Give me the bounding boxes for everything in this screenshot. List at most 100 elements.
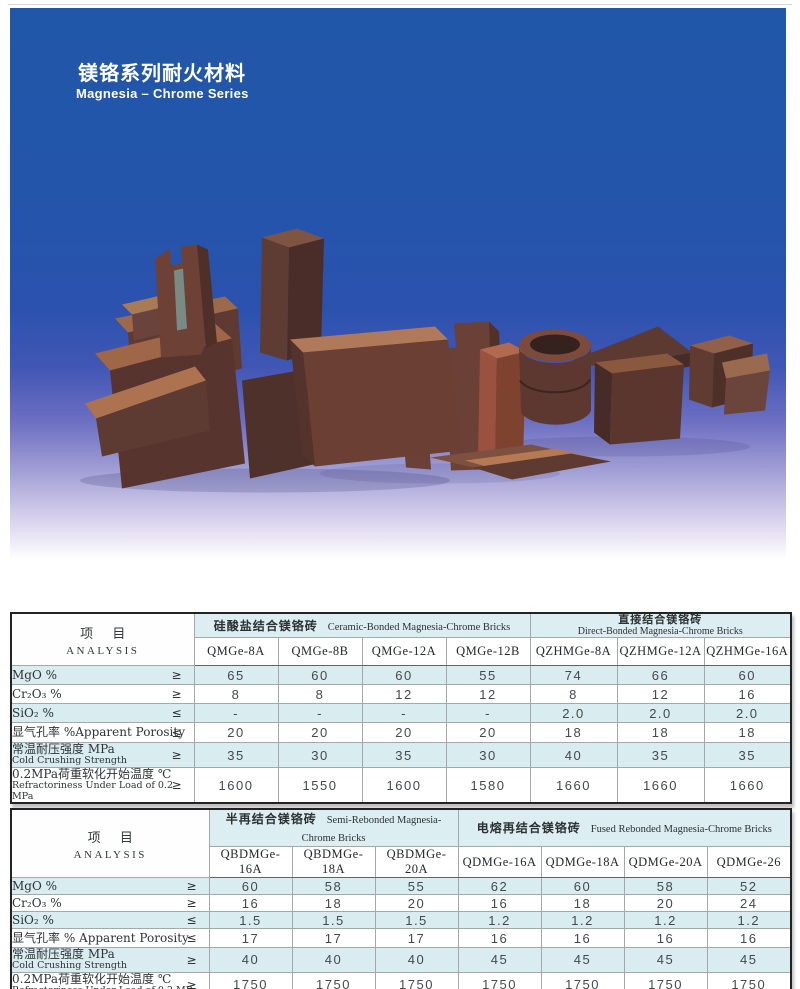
spec-value-cell: 1.5 bbox=[291, 911, 376, 929]
bottom-flat-bricks bbox=[430, 444, 611, 480]
threshold-sign: ≥ bbox=[171, 687, 182, 701]
column-header: QDMGe-16A bbox=[457, 846, 542, 878]
group-header: 直接结合镁铬砖 Direct-Bonded Magnesia-Chrome Bri… bbox=[529, 612, 792, 638]
page-title: 镁铬系列耐火材料 bbox=[78, 61, 246, 85]
spec-value-cell: 1750 bbox=[706, 971, 792, 989]
group-title-en: Ceramic-Bonded Magnesia-Chrome Bricks bbox=[327, 621, 511, 633]
column-header: QBDMGe-18A bbox=[291, 846, 376, 878]
spec-value-cell: 35 bbox=[361, 742, 447, 768]
spec-value-cell: 16 bbox=[703, 684, 792, 704]
threshold-sign: ≥ bbox=[171, 778, 182, 792]
spec-table-semi-fused: 项 目 ANALYSIS 半再结合镁铬砖 Semi-Rebonded Magnesia… bbox=[10, 808, 793, 989]
spec-value-cell: 20 bbox=[623, 894, 708, 912]
spec-value-cell: 16 bbox=[623, 928, 708, 948]
right-block-pair-bricks bbox=[689, 335, 770, 415]
tube-brick bbox=[519, 329, 592, 425]
spec-value-cell: 16 bbox=[457, 928, 542, 948]
spec-value-cell: 20 bbox=[374, 894, 459, 912]
analysis-header-cell: 项 目 ANALYSIS bbox=[10, 612, 195, 666]
spec-value-cell: 18 bbox=[540, 894, 625, 912]
spec-value-cell: 58 bbox=[623, 877, 708, 895]
threshold-sign: ≥ bbox=[186, 879, 197, 893]
spec-value-cell: 30 bbox=[277, 742, 363, 768]
spec-value-cell: 12 bbox=[445, 684, 531, 704]
spec-value-cell: 12 bbox=[361, 684, 447, 704]
column-header: QDMGe-20A bbox=[623, 846, 708, 878]
spec-value-cell: 1660 bbox=[616, 767, 705, 804]
spec-value-cell: 30 bbox=[445, 742, 531, 768]
spec-value-cell: 45 bbox=[540, 947, 625, 973]
bricks-photo bbox=[80, 228, 770, 493]
spec-value-cell: 65 bbox=[193, 665, 279, 685]
spec-value-cell: 1.2 bbox=[540, 911, 625, 929]
spec-value-cell: - bbox=[361, 703, 447, 723]
spec-value-cell: 1660 bbox=[529, 767, 618, 804]
spec-value-cell: 1750 bbox=[623, 971, 708, 989]
spec-value-cell: 8 bbox=[193, 684, 279, 704]
spec-value-cell: 60 bbox=[277, 665, 363, 685]
spec-value-cell: 1.2 bbox=[457, 911, 542, 929]
row-label-line2: Cold Crushing Strength bbox=[12, 755, 127, 767]
group-title-cn: 硅酸盐结合镁铬砖 bbox=[213, 618, 318, 633]
spec-value-cell: 1750 bbox=[374, 971, 459, 989]
analysis-header-cn: 项 目 bbox=[87, 829, 141, 845]
row-label: Cr₂O₃ % ≥ bbox=[10, 894, 210, 912]
spec-value-cell: 45 bbox=[457, 947, 542, 973]
row-label-line1: SiO₂ % bbox=[12, 705, 54, 720]
spec-value-cell: 2.0 bbox=[703, 703, 792, 723]
spec-value-cell: 20 bbox=[361, 722, 447, 743]
spec-value-cell: 16 bbox=[457, 894, 542, 912]
spec-value-cell: 2.0 bbox=[529, 703, 618, 723]
spec-value-cell: 60 bbox=[208, 877, 293, 895]
spec-value-cell: 66 bbox=[616, 665, 705, 685]
spec-table: 项 目 ANALYSIS 半再结合镁铬砖 Semi-Rebonded Magnesia… bbox=[10, 808, 793, 989]
spec-table: 项 目 ANALYSIS 硅酸盐结合镁铬砖 Ceramic-Bonded Magnes… bbox=[10, 612, 793, 804]
spec-value-cell: 1750 bbox=[208, 971, 293, 989]
group-title-en: Fused Rebonded Magnesia-Chrome Bricks bbox=[590, 824, 772, 835]
spec-table-ceramic-direct: 项 目 ANALYSIS 硅酸盐结合镁铬砖 Ceramic-Bonded Magnes… bbox=[10, 612, 793, 804]
threshold-sign: ≥ bbox=[171, 668, 182, 682]
threshold-sign: ≥ bbox=[186, 977, 197, 989]
column-header: QDMGe-26 bbox=[706, 846, 792, 878]
column-header: QZHMGe-16A bbox=[703, 637, 792, 666]
spec-value-cell: 35 bbox=[616, 742, 705, 768]
analysis-header-cell: 项 目 ANALYSIS bbox=[10, 808, 210, 878]
row-label: MgO % ≥ bbox=[10, 877, 210, 895]
row-label: SiO₂ % ≤ bbox=[10, 911, 210, 929]
spec-value-cell: 62 bbox=[457, 877, 542, 895]
group-title-cn: 半再结合镁铬砖 bbox=[225, 812, 317, 826]
spec-value-cell: 12 bbox=[616, 684, 705, 704]
row-label-line1: Cr₂O₃ % bbox=[12, 895, 62, 910]
red-column-brick bbox=[478, 342, 526, 471]
spec-value-cell: 1660 bbox=[703, 767, 792, 804]
spec-value-cell: 17 bbox=[291, 928, 376, 948]
group-header: 硅酸盐结合镁铬砖 Ceramic-Bonded Magnesia-Chrome B… bbox=[193, 612, 531, 638]
row-label: 显气孔率 % Apparent Porosity ≤ bbox=[10, 928, 210, 948]
spec-value-cell: 1.5 bbox=[208, 911, 293, 929]
row-label: MgO % ≥ bbox=[10, 665, 195, 685]
mid-right-block-brick bbox=[594, 353, 684, 445]
group-header: 半再结合镁铬砖 Semi-Rebonded Magnesia-Chrome Bri… bbox=[208, 808, 459, 847]
spec-value-cell: 1750 bbox=[457, 971, 542, 989]
spec-value-cell: 24 bbox=[706, 894, 792, 912]
spec-value-cell: 17 bbox=[374, 928, 459, 948]
threshold-sign: ≥ bbox=[186, 952, 197, 967]
row-label: 显气孔率 %Apparent Porosity ≤ bbox=[10, 722, 195, 743]
spec-value-cell: 16 bbox=[706, 928, 792, 948]
spec-value-cell: 74 bbox=[529, 665, 618, 685]
threshold-sign: ≥ bbox=[171, 748, 182, 762]
column-header: QDMGe-18A bbox=[540, 846, 625, 878]
spec-value-cell: 60 bbox=[703, 665, 792, 685]
spec-value-cell: 20 bbox=[193, 722, 279, 743]
spec-value-cell: 1750 bbox=[540, 971, 625, 989]
row-label-line1: MgO % bbox=[12, 878, 58, 893]
spec-value-cell: - bbox=[193, 703, 279, 723]
threshold-sign: ≤ bbox=[186, 913, 197, 927]
threshold-sign: ≤ bbox=[186, 931, 197, 945]
spec-value-cell: 45 bbox=[623, 947, 708, 973]
spec-value-cell: 8 bbox=[277, 684, 363, 704]
column-header: QZHMGe-12A bbox=[616, 637, 705, 666]
spec-value-cell: 16 bbox=[208, 894, 293, 912]
